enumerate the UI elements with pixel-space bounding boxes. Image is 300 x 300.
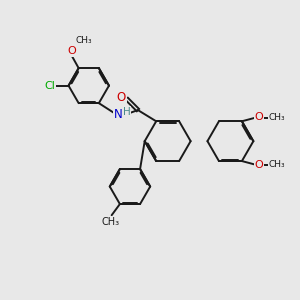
Text: H: H [123,107,130,117]
Text: CH₃: CH₃ [269,113,286,122]
Text: CH₃: CH₃ [101,217,119,227]
Text: O: O [255,160,263,170]
Text: O: O [255,112,263,122]
Text: O: O [117,91,126,103]
Text: CH₃: CH₃ [269,160,286,169]
Text: N: N [114,108,123,121]
Text: CH₃: CH₃ [75,36,92,45]
Text: O: O [67,46,76,56]
Text: Cl: Cl [44,81,55,91]
